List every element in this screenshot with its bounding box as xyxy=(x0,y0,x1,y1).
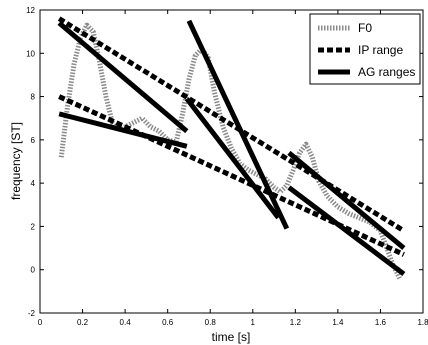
y-tick-label: 6 xyxy=(31,136,36,145)
x-tick-label: 0 xyxy=(38,318,43,327)
legend-label-ip-range: IP range xyxy=(358,43,403,57)
x-tick-label: 1.8 xyxy=(417,318,428,327)
y-tick-label: 2 xyxy=(31,222,36,231)
y-tick-label: -2 xyxy=(28,309,36,318)
series-segment-ag-ranges-6 xyxy=(287,185,406,277)
legend: F0 IP range AG ranges xyxy=(309,13,421,85)
series-segment-ip-range-1 xyxy=(57,16,406,233)
x-axis-label: time [s] xyxy=(212,330,251,344)
series-segment-ag-ranges-4 xyxy=(184,97,281,220)
y-tick-label: 12 xyxy=(26,6,35,15)
x-tick-label: 1.6 xyxy=(375,318,387,327)
y-axis-label: frequency [ST] xyxy=(9,122,23,200)
y-tick-label: 0 xyxy=(31,266,36,275)
y-tick-label: 4 xyxy=(31,179,36,188)
series-segment-ag-ranges-5 xyxy=(287,150,406,250)
series-segment-ag-ranges-1 xyxy=(57,21,189,134)
x-tick-label: 0.4 xyxy=(120,318,132,327)
x-tick-label: 0.6 xyxy=(162,318,174,327)
x-tick-label: 0.2 xyxy=(77,318,89,327)
series-line-f0 xyxy=(58,22,402,280)
x-tick-label: 0.8 xyxy=(205,318,217,327)
y-tick-label: 10 xyxy=(26,49,35,58)
x-tick-label: 1.4 xyxy=(332,318,344,327)
plot-frame xyxy=(39,9,424,314)
x-tick-label: 1.2 xyxy=(290,318,302,327)
legend-label-ag-ranges: AG ranges xyxy=(358,65,415,79)
series-segment-ag-ranges-2 xyxy=(58,111,188,149)
series-segment-ag-ranges-3 xyxy=(186,19,290,230)
legend-label-f0: F0 xyxy=(358,21,372,35)
x-tick-label: 1 xyxy=(251,318,256,327)
y-tick-label: 8 xyxy=(31,93,36,102)
plot-area xyxy=(57,16,406,280)
